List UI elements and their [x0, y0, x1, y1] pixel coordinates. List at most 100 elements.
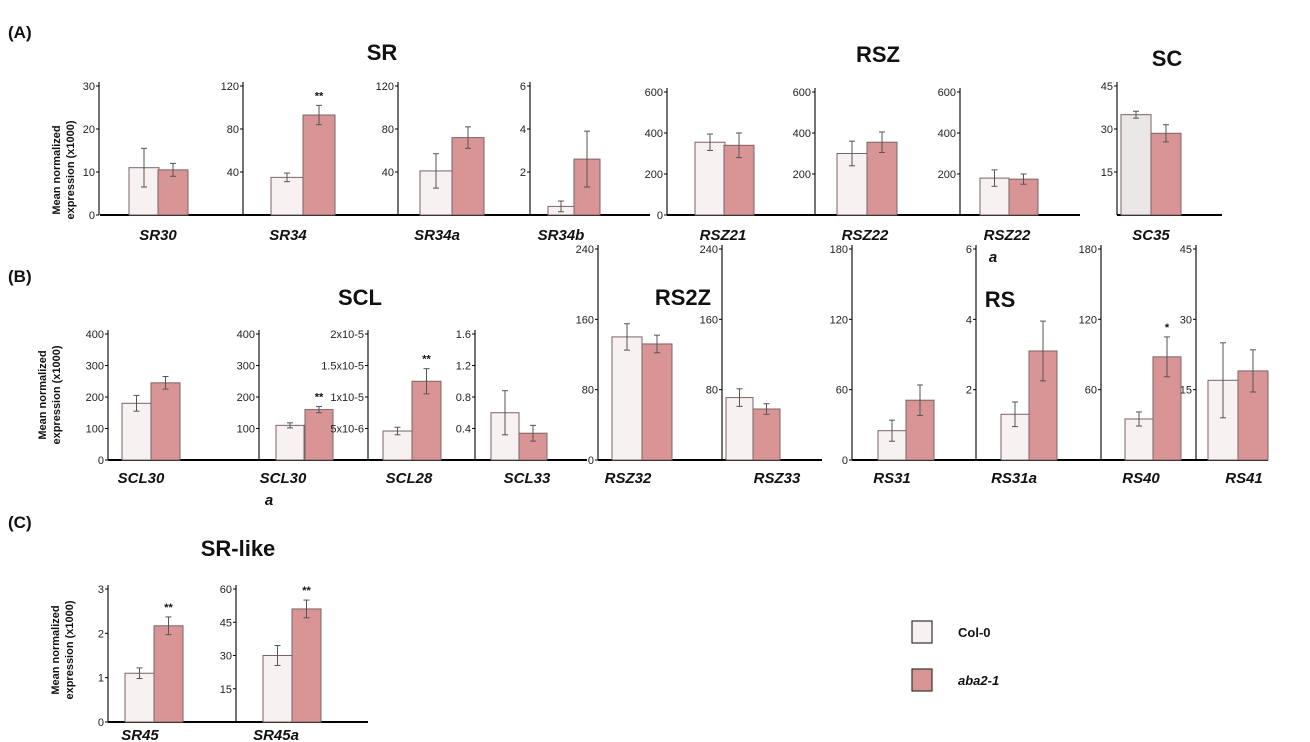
sr34-y-tick-label: 40	[227, 167, 239, 179]
sr45a-gene-label: SR45a	[253, 727, 299, 742]
sr45a-significance: **	[302, 585, 311, 597]
sr34-y-tick-label: 120	[221, 81, 239, 93]
scl30-y-tick-label: 0	[98, 455, 104, 467]
y-axis-label-b-line2: expression (x1000)	[51, 345, 63, 444]
scl30-gene-label: SCL30	[118, 470, 165, 487]
rsz32-y-tick-label: 240	[576, 244, 594, 256]
rsz22-y-tick-label: 400	[793, 128, 811, 140]
scl30a-bar-aba2-1	[304, 409, 334, 461]
sr45-bar-col0	[124, 672, 155, 723]
rsz32-y-tick-label: 160	[576, 314, 594, 326]
sc35-y-tick-label: 30	[1101, 124, 1113, 136]
rs31a-y-tick-label: 2	[966, 385, 972, 397]
rsz22-y-tick-label: 200	[793, 169, 811, 181]
rs31a-y-tick-label: 4	[966, 314, 972, 326]
rsz22-bar-aba2-1	[866, 141, 898, 216]
rsz21-bar-col0	[694, 141, 726, 216]
sr30-y-tick-label: 30	[83, 81, 95, 93]
rsz33-gene-label: RSZ33	[754, 470, 801, 487]
group-title-rsz: RSZ	[856, 42, 900, 67]
sr34a-y-tick-label: 80	[382, 124, 394, 136]
scl28-gene-label: SCL28	[386, 470, 433, 487]
y-axis-label-c-line2: expression (x1000)	[64, 600, 76, 699]
legend-label-col0: Col-0	[958, 625, 991, 640]
rsz32-bar-col0	[611, 336, 643, 461]
sr30-y-tick-label: 0	[89, 210, 95, 222]
sr34-y-tick-label: 80	[227, 124, 239, 136]
scl28-bar-col0	[382, 430, 413, 461]
group-title-sr: SR	[367, 40, 398, 65]
scl30a-y-tick-label: 400	[237, 329, 255, 341]
scl30-y-tick-label: 400	[86, 329, 104, 341]
rsz21-y-tick-label: 0	[657, 210, 663, 222]
group-title-rs2z: RS2Z	[655, 285, 711, 310]
rsz33-y-tick-label: 240	[700, 244, 718, 256]
scl28-y-tick-label: 1.5x10-5	[321, 361, 364, 373]
group-title-sr-like: SR-like	[201, 536, 276, 561]
rs31-y-tick-label: 120	[830, 314, 848, 326]
rs31-gene-label: RS31	[873, 470, 911, 487]
rsz22a-y-tick-label: 400	[938, 128, 956, 140]
rs31-y-tick-label: 180	[830, 244, 848, 256]
sr45-y-tick-label: 2	[98, 628, 104, 640]
rsz22-y-tick-label: 600	[793, 87, 811, 99]
sr45-y-tick-label: 1	[98, 673, 104, 685]
rsz22-gene-label: RSZ22	[842, 227, 889, 244]
scl33-gene-label: SCL33	[504, 470, 551, 487]
sc35-bar-col0	[1120, 114, 1152, 216]
rs31a-y-tick-label: 6	[966, 244, 972, 256]
rs41-y-tick-label: 45	[1180, 244, 1192, 256]
scl30-bar-col0	[121, 402, 152, 461]
y-axis-label-b-line1: Mean normalized	[37, 350, 49, 439]
sr45-y-tick-label: 0	[98, 717, 104, 729]
sr34a-bar-aba2-1	[451, 137, 485, 216]
bar-charts: 0102030SR304080120**SR344080120SR34a246S…	[83, 81, 1269, 742]
legend-swatch-col0	[911, 620, 933, 644]
rsz22a-y-tick-label: 200	[938, 169, 956, 181]
rsz21-y-tick-label: 200	[645, 169, 663, 181]
sc35-bar-aba2-1	[1150, 132, 1182, 216]
scl33-y-tick-label: 0.8	[456, 392, 471, 404]
scl28-y-tick-label: 5x10-6	[330, 424, 364, 436]
scl30a-y-tick-label: 200	[237, 392, 255, 404]
scl30-y-tick-label: 100	[86, 424, 104, 436]
sr34a-y-tick-label: 120	[376, 81, 394, 93]
sc35-y-tick-label: 45	[1101, 81, 1113, 93]
rsz32-y-tick-label: 0	[588, 455, 594, 467]
scl30a-gene-label-suffix: a	[265, 492, 273, 509]
rsz21-gene-label: RSZ21	[700, 227, 747, 244]
scl30a-gene-label: SCL30	[260, 470, 307, 487]
rsz33-y-tick-label: 160	[700, 314, 718, 326]
sr34b-y-tick-label: 4	[520, 124, 526, 136]
scl28-y-tick-label: 2x10-5	[330, 329, 364, 341]
sr34b-y-tick-label: 6	[520, 81, 526, 93]
sr34-gene-label: SR34	[269, 227, 307, 244]
rs40-y-tick-label: 60	[1085, 385, 1097, 397]
panel-label-c: (C)	[8, 513, 32, 532]
rs40-gene-label: RS40	[1122, 470, 1160, 487]
sc35-gene-label: SC35	[1132, 227, 1170, 244]
sr45a-y-tick-label: 60	[220, 584, 232, 596]
rs41-gene-label: RS41	[1225, 470, 1263, 487]
rsz32-bar-aba2-1	[641, 343, 673, 461]
scl28-y-tick-label: 1x10-5	[330, 392, 364, 404]
rs41-y-tick-label: 15	[1180, 385, 1192, 397]
scl30-bar-aba2-1	[150, 382, 181, 461]
y-axis-label-c-line1: Mean normalized	[50, 605, 62, 694]
panel-label-b: (B)	[8, 267, 32, 286]
group-title-sc: SC	[1152, 46, 1183, 71]
rs31a-gene-label: RS31a	[991, 470, 1037, 487]
rsz21-y-tick-label: 600	[645, 87, 663, 99]
legend-swatch-aba2-1	[911, 668, 933, 692]
group-title-rs: RS	[985, 287, 1016, 312]
sr34a-gene-label: SR34a	[414, 227, 460, 244]
scl30a-significance: **	[315, 391, 324, 403]
sr34-bar-aba2-1	[302, 114, 336, 216]
sc35-y-tick-label: 15	[1101, 167, 1113, 179]
panel-label-a: (A)	[8, 23, 32, 42]
scl28-significance: **	[422, 354, 431, 366]
y-axis-label-a-line2: expression (x1000)	[65, 120, 77, 219]
sr45-significance: **	[164, 602, 173, 614]
rsz22a-gene-label: RSZ22	[984, 227, 1031, 244]
